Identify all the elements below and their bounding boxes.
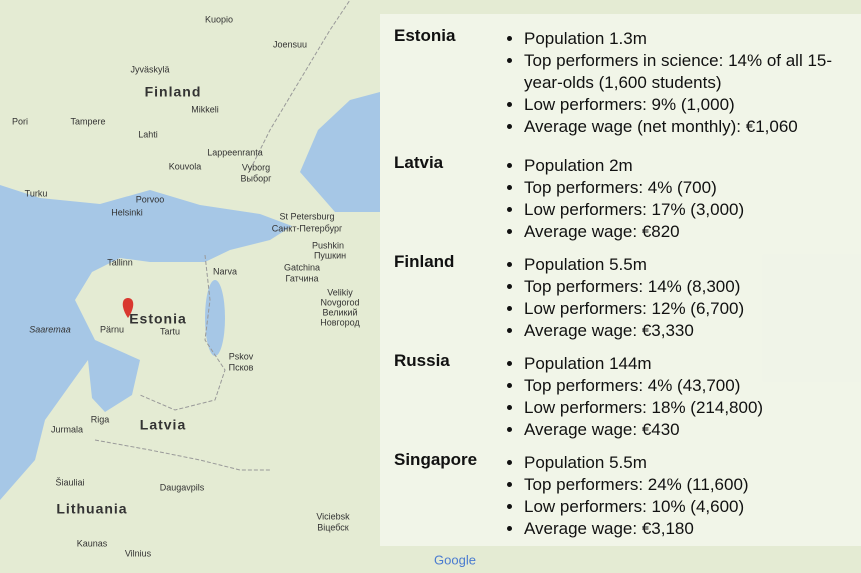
fact: Top performers in science: 14% of all 15…	[524, 50, 844, 94]
country-name: Latvia	[394, 153, 444, 172]
map-label: Turku	[25, 188, 48, 198]
map-label: Віцебск	[317, 522, 349, 532]
map-label: Viciebsk	[316, 511, 350, 521]
map-label: Lithuania	[56, 501, 127, 517]
border	[94, 439, 270, 471]
border	[249, 0, 351, 171]
map-label: Tartu	[160, 326, 180, 336]
country-name: Estonia	[394, 26, 456, 45]
map-label: Joensuu	[273, 39, 307, 49]
country-name: Russia	[394, 351, 450, 370]
fact: Average wage: €820	[524, 221, 844, 243]
map-label: Jyväskylä	[130, 64, 169, 74]
map-label: Псков	[229, 362, 254, 372]
fact: Average wage (net monthly): €1,060	[524, 116, 844, 138]
fact: Low performers: 9% (1,000)	[524, 94, 844, 116]
map-label: Kuopio	[205, 14, 233, 24]
border	[139, 254, 226, 411]
fact: Population 5.5m	[524, 254, 844, 276]
map-label: Vyborg	[242, 162, 270, 172]
lake-ladoga	[300, 92, 380, 212]
info-panel: Estonia Population 1.3mTop performers in …	[380, 14, 861, 546]
fact: Population 5.5m	[524, 452, 844, 474]
map-label: Pushkin	[312, 240, 344, 250]
map-label: Riga	[91, 414, 110, 424]
fact: Average wage: €3,330	[524, 320, 844, 342]
fact: Top performers: 24% (11,600)	[524, 474, 844, 496]
fact: Low performers: 17% (3,000)	[524, 199, 844, 221]
country-name: Finland	[394, 252, 455, 271]
fact: Top performers: 14% (8,300)	[524, 276, 844, 298]
map-label: Выборг	[241, 173, 273, 183]
map-label: Latvia	[140, 417, 186, 433]
fact: Average wage: €3,180	[524, 518, 844, 540]
fact: Population 144m	[524, 353, 844, 375]
country-name: Singapore	[394, 450, 478, 469]
map-label: Vilnius	[125, 548, 152, 558]
fact-list: Population 144mTop performers: 4% (43,70…	[506, 353, 844, 441]
map-label: Estonia	[129, 311, 187, 327]
fact-list: Population 1.3mTop performers in science…	[506, 28, 844, 138]
map-label: Великий	[323, 307, 358, 317]
map-label: Санкт-Петербург	[272, 223, 343, 233]
map-label: Tallinn	[107, 257, 133, 267]
map-label: Pärnu	[100, 324, 124, 334]
map-label: Narva	[213, 266, 237, 276]
map-label: Pskov	[229, 351, 254, 361]
map-label: Porvoo	[136, 194, 165, 204]
map-label: Kouvola	[169, 161, 202, 171]
map-label: Mikkeli	[191, 104, 219, 114]
map-label: Gatchina	[284, 262, 320, 272]
marker	[122, 298, 134, 318]
sea	[0, 185, 292, 500]
map-label: Гатчина	[286, 273, 319, 283]
map-label: Lahti	[138, 129, 158, 139]
map-label: Novgorod	[320, 297, 359, 307]
map-label: Velikiy	[327, 287, 353, 297]
map-label: Kaunas	[77, 538, 108, 548]
map-label: Helsinki	[111, 207, 143, 217]
fact: Population 2m	[524, 155, 844, 177]
map-label: Šiauliai	[55, 477, 84, 487]
map-label: Tampere	[70, 116, 105, 126]
fact: Average wage: €430	[524, 419, 844, 441]
map-label: St Petersburg	[279, 211, 334, 221]
fact: Low performers: 18% (214,800)	[524, 397, 844, 419]
map-label: Pori	[12, 116, 28, 126]
map-label: Jurmala	[51, 424, 83, 434]
map-label: Lappeenranta	[207, 147, 263, 157]
fact: Low performers: 12% (6,700)	[524, 298, 844, 320]
map-label: Новгород	[320, 317, 360, 327]
fact-list: Population 2mTop performers: 4% (700)Low…	[506, 155, 844, 243]
fact-list: Population 5.5mTop performers: 24% (11,6…	[506, 452, 844, 540]
fact-list: Population 5.5mTop performers: 14% (8,30…	[506, 254, 844, 342]
map-label: Finland	[145, 84, 202, 100]
fact: Top performers: 4% (43,700)	[524, 375, 844, 397]
fact: Low performers: 10% (4,600)	[524, 496, 844, 518]
fact: Top performers: 4% (700)	[524, 177, 844, 199]
map-label: Пушкин	[314, 250, 346, 260]
fact: Population 1.3m	[524, 28, 844, 50]
map-label: Saaremaa	[29, 324, 71, 334]
map-label: Daugavpils	[160, 482, 205, 492]
logo: Google	[434, 552, 476, 567]
